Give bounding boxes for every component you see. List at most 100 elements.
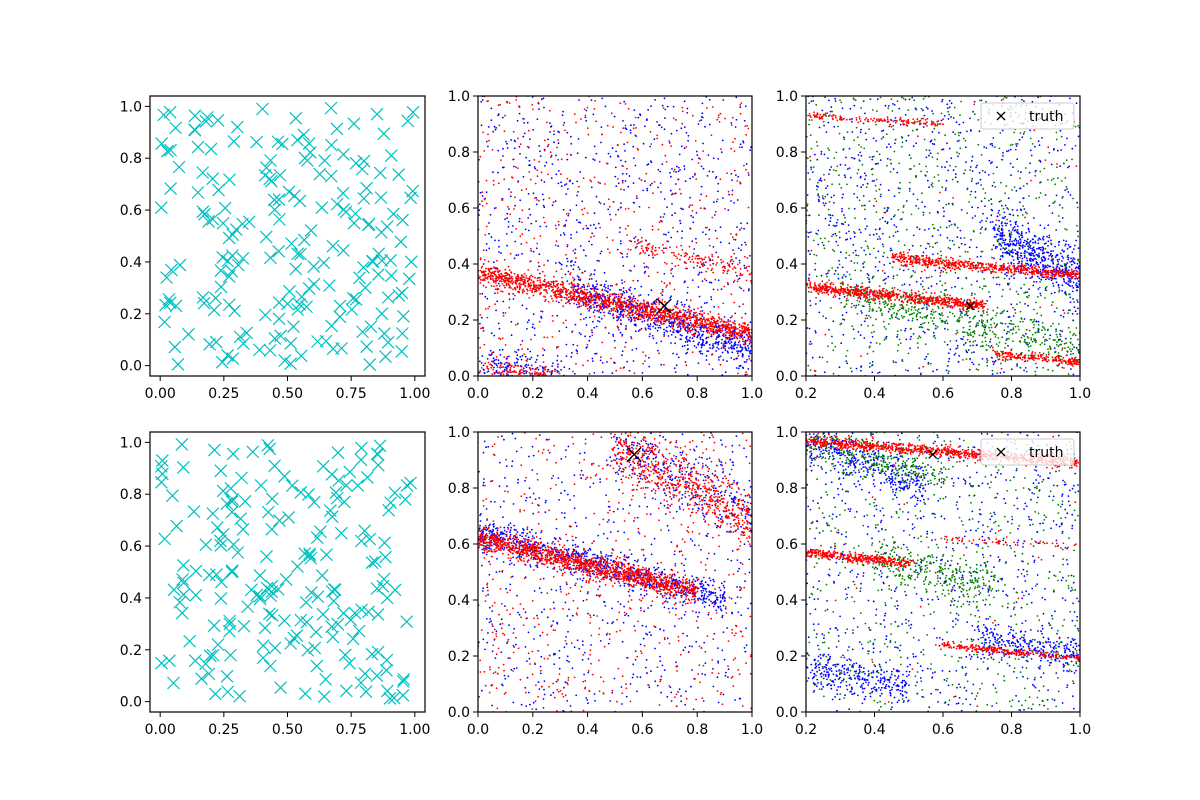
data-point: [954, 285, 956, 288]
data-point: [552, 288, 554, 291]
cross-marker: [218, 201, 232, 215]
data-point: [1068, 277, 1070, 280]
data-point: [661, 163, 664, 166]
data-point: [711, 353, 714, 356]
data-point: [621, 172, 624, 175]
data-point: [1015, 244, 1018, 246]
data-point: [673, 193, 676, 195]
data-point: [1077, 280, 1080, 282]
cross-marker: [155, 137, 169, 151]
data-point: [655, 249, 657, 252]
data-point: [562, 322, 565, 324]
data-point: [720, 261, 723, 264]
data-point: [630, 300, 633, 302]
data-point: [715, 264, 717, 266]
data-point: [724, 267, 726, 269]
data-point: [668, 320, 670, 323]
data-point: [606, 361, 608, 363]
data-point: [1046, 235, 1048, 238]
cross-marker: [336, 244, 350, 257]
cross-marker: [307, 260, 321, 273]
data-point: [526, 121, 529, 124]
data-point: [646, 187, 649, 190]
data-point: [739, 350, 742, 353]
data-point: [495, 356, 498, 358]
data-point: [647, 243, 650, 246]
data-point: [516, 322, 519, 325]
data-point: [532, 294, 535, 297]
data-point: [743, 361, 746, 363]
data-point: [678, 153, 681, 156]
data-point: [711, 344, 714, 347]
data-point: [480, 266, 483, 269]
data-point: [702, 341, 704, 344]
data-point: [545, 225, 548, 228]
data-point: [674, 342, 676, 345]
data-point: [618, 289, 621, 291]
data-point: [1058, 289, 1061, 291]
data-point: [875, 233, 878, 235]
data-point: [664, 108, 667, 111]
data-point: [539, 365, 541, 367]
cross-marker: [223, 173, 236, 187]
data-point: [584, 254, 587, 257]
cross-marker: [211, 113, 225, 127]
data-point: [999, 234, 1002, 237]
data-point: [672, 252, 675, 254]
data-point: [739, 106, 742, 109]
data-point: [575, 290, 577, 293]
data-point: [579, 245, 582, 247]
data-point: [491, 373, 494, 376]
data-point: [614, 301, 617, 303]
data-point: [550, 295, 552, 297]
cross-marker: [197, 296, 211, 310]
data-point: [686, 348, 689, 351]
data-point: [1001, 237, 1004, 240]
data-point: [702, 333, 704, 336]
data-point: [635, 127, 637, 129]
data-point: [859, 334, 862, 337]
data-point: [657, 168, 660, 171]
data-point: [716, 332, 719, 335]
data-point: [846, 362, 849, 365]
data-point: [695, 255, 698, 257]
data-point: [675, 129, 678, 132]
data-point: [668, 140, 670, 142]
data-point: [551, 297, 553, 300]
data-point: [680, 327, 682, 330]
data-point: [580, 333, 582, 336]
data-point: [720, 288, 723, 291]
data-point: [920, 283, 922, 286]
cross-marker: [326, 342, 340, 356]
data-point: [697, 255, 700, 257]
data-point: [590, 99, 593, 101]
data-point: [927, 361, 930, 364]
data-point: [611, 372, 614, 375]
data-point: [688, 315, 690, 317]
data-point: [646, 307, 649, 310]
data-point: [577, 191, 579, 193]
data-point: [730, 124, 733, 126]
data-point: [570, 142, 573, 145]
data-point: [640, 307, 643, 309]
data-point: [497, 114, 500, 117]
data-point: [479, 155, 482, 158]
data-point: [489, 349, 492, 352]
data-point: [651, 305, 653, 308]
data-point: [1041, 246, 1044, 249]
data-point: [651, 334, 654, 337]
data-point: [633, 124, 635, 126]
cross-marker: [322, 279, 336, 293]
data-point: [740, 287, 743, 290]
data-point: [715, 330, 718, 333]
data-point: [739, 335, 742, 337]
data-point: [485, 243, 488, 245]
data-point: [531, 287, 534, 290]
data-point: [661, 294, 664, 296]
x-tick-label: 0.0: [467, 386, 489, 402]
data-point: [673, 314, 676, 317]
data-point: [730, 341, 733, 344]
data-point: [609, 213, 611, 216]
data-point: [718, 316, 720, 319]
